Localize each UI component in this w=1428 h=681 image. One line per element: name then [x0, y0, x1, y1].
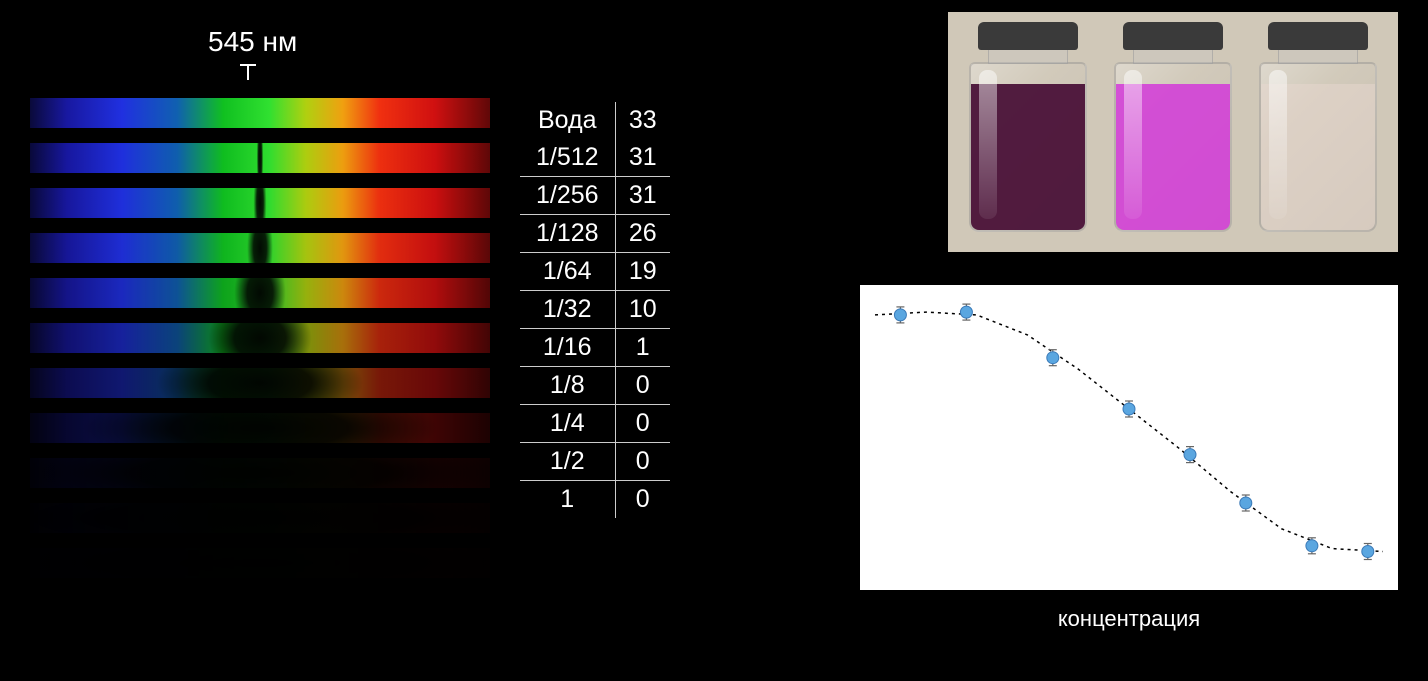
chart-marker	[1047, 352, 1059, 364]
intensity-table: Вода 33 1/512311/256311/128261/64191/321…	[520, 102, 670, 518]
wavelength-text: 545 нм	[208, 26, 297, 57]
table-header-value: 33	[615, 102, 670, 139]
table-cell-value: 0	[615, 481, 670, 519]
chart-marker	[1362, 546, 1374, 558]
vial	[963, 22, 1093, 242]
table-cell-concentration: 1/32	[520, 291, 615, 329]
table-header-concentration: Вода	[520, 102, 615, 139]
table-cell-concentration: 1/8	[520, 367, 615, 405]
spectrum-band	[30, 368, 490, 398]
table-cell-concentration: 1/128	[520, 215, 615, 253]
spectrum-band	[30, 503, 490, 533]
chart-marker	[1240, 497, 1252, 509]
spectrum-band	[30, 143, 490, 173]
table-row: 1/12826	[520, 215, 670, 253]
table-cell-value: 0	[615, 405, 670, 443]
table-cell-concentration: 1/16	[520, 329, 615, 367]
table-cell-concentration: 1	[520, 481, 615, 519]
table-row: 1/20	[520, 443, 670, 481]
vials-photo	[948, 12, 1398, 252]
table-cell-value: 26	[615, 215, 670, 253]
table-cell-concentration: 1/256	[520, 177, 615, 215]
intensity-chart: интенсивность концентрация	[808, 285, 1398, 640]
chart-marker	[1184, 449, 1196, 461]
table-row: 1/6419	[520, 253, 670, 291]
chart-x-axis-label: концентрация	[860, 606, 1398, 632]
spectrum-band	[30, 413, 490, 443]
table-cell-concentration: 1/512	[520, 139, 615, 177]
spectrum-band	[30, 98, 490, 128]
table-cell-value: 0	[615, 443, 670, 481]
table-cell-value: 31	[615, 177, 670, 215]
vial	[1253, 22, 1383, 242]
table-cell-concentration: 1/4	[520, 405, 615, 443]
wavelength-label: 545 нм	[208, 26, 297, 58]
table-row: 10	[520, 481, 670, 519]
table-cell-value: 1	[615, 329, 670, 367]
chart-plot-area	[860, 285, 1398, 590]
table-row: 1/80	[520, 367, 670, 405]
table-cell-value: 10	[615, 291, 670, 329]
table-cell-value: 19	[615, 253, 670, 291]
spectrum-band	[30, 278, 490, 308]
chart-curve	[875, 312, 1383, 551]
vial	[1108, 22, 1238, 242]
table-row: 1/3210	[520, 291, 670, 329]
table-cell-value: 0	[615, 367, 670, 405]
table-row: 1/25631	[520, 177, 670, 215]
chart-marker	[1306, 540, 1318, 552]
table-row: 1/51231	[520, 139, 670, 177]
chart-marker	[1123, 403, 1135, 415]
table-row: Вода 33	[520, 102, 670, 139]
spectrum-band	[30, 188, 490, 218]
spectrum-band	[30, 548, 490, 578]
spectrum-band	[30, 233, 490, 263]
table-row: 1/40	[520, 405, 670, 443]
chart-marker	[894, 309, 906, 321]
spectrum-band	[30, 458, 490, 488]
table-cell-concentration: 1/64	[520, 253, 615, 291]
table-row: 1/161	[520, 329, 670, 367]
chart-marker	[960, 306, 972, 318]
table-cell-value: 31	[615, 139, 670, 177]
table-cell-concentration: 1/2	[520, 443, 615, 481]
spectrum-band	[30, 323, 490, 353]
spectra-panel	[30, 98, 490, 593]
